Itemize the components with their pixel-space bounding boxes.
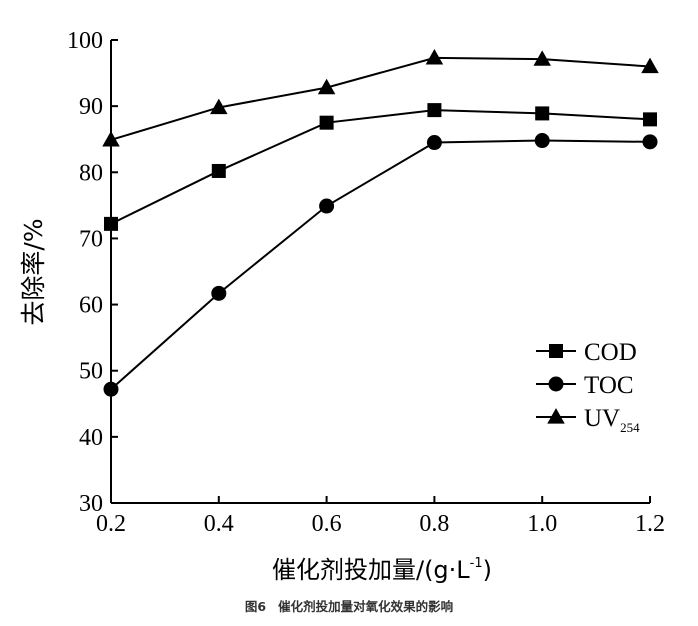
data-point-toc xyxy=(103,381,119,397)
data-point-cod xyxy=(211,163,226,178)
data-point-toc xyxy=(319,198,335,214)
y-tick-label: 100 xyxy=(67,28,103,54)
legend-item-cod: COD xyxy=(536,339,637,366)
data-point-uv xyxy=(317,78,336,95)
series-toc xyxy=(103,133,658,397)
data-point-uv xyxy=(533,50,551,66)
axes: 30 40 50 60 70 80 90 100 0.2 0.4 0.6 0.8 1.0 1.2 xyxy=(67,28,665,537)
y-tick-label: 50 xyxy=(79,359,103,385)
y-tick-label: 40 xyxy=(79,425,103,451)
data-point-cod xyxy=(104,216,118,231)
data-point-cod xyxy=(535,106,550,121)
legend: COD TOC UV254 xyxy=(536,339,640,435)
data-point-uv xyxy=(641,57,659,74)
legend-item-uv: UV254 xyxy=(536,405,640,435)
x-tick-label: 1.0 xyxy=(527,511,557,537)
line-chart: 30 40 50 60 70 80 90 100 0.2 0.4 0.6 0.8 1.0 1.2 COD T… xyxy=(19,28,665,584)
data-point-toc xyxy=(211,285,227,301)
series-layer xyxy=(102,49,659,397)
x-tick-label: 0.2 xyxy=(96,511,126,537)
legend-item-toc: TOC xyxy=(536,372,634,399)
legend-marker-toc xyxy=(548,376,564,392)
legend-label-cod: COD xyxy=(584,339,637,366)
legend-label-toc: TOC xyxy=(584,372,634,399)
x-tick-label: 1.2 xyxy=(635,511,665,537)
x-tick-label: 0.6 xyxy=(312,511,342,537)
series-line-toc xyxy=(110,139,651,390)
legend-label-subscript: 254 xyxy=(620,420,640,435)
data-point-toc xyxy=(642,134,658,150)
data-point-cod xyxy=(643,112,657,127)
y-tick-label: 90 xyxy=(79,94,103,120)
series-cod xyxy=(104,103,657,231)
x-axis-label: 催化剂投加量/(g·L-1) xyxy=(272,556,492,584)
data-point-toc xyxy=(534,133,550,149)
y-tick-label: 70 xyxy=(79,226,103,252)
legend-label-uv: UV254 xyxy=(584,405,640,435)
data-point-uv xyxy=(210,98,228,115)
x-tick-label: 0.4 xyxy=(204,511,234,537)
figure-caption-text: 催化剂投加量对氧化效果的影响 xyxy=(278,599,454,614)
y-axis-label: 去除率/% xyxy=(19,218,48,325)
y-tick-label: 30 xyxy=(79,491,103,517)
data-point-uv xyxy=(102,131,120,147)
series-line-cod xyxy=(110,109,651,225)
legend-marker-cod xyxy=(549,344,563,358)
legend-marker-uv xyxy=(547,408,565,424)
figure-caption: 图6 催化剂投加量对氧化效果的影响 xyxy=(0,596,698,615)
series-uv xyxy=(102,49,659,147)
y-tick-label: 60 xyxy=(79,293,103,319)
data-point-cod xyxy=(427,103,442,118)
x-tick-label: 0.8 xyxy=(419,511,449,537)
y-tick-label: 80 xyxy=(79,160,103,186)
series-line-uv xyxy=(110,56,651,141)
figure-number: 图6 xyxy=(244,599,267,614)
data-point-cod xyxy=(319,115,334,130)
data-point-toc xyxy=(426,135,442,151)
data-point-uv xyxy=(425,49,444,65)
